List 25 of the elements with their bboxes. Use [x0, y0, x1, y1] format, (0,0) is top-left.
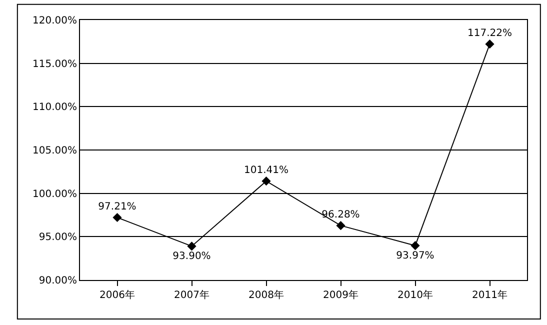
- x-tick-label: 2009年: [323, 289, 358, 301]
- y-tick-label: 90.00%: [38, 276, 77, 286]
- point: [336, 221, 346, 230]
- point: [187, 242, 196, 251]
- point: [262, 176, 271, 186]
- y-tick-label: 110.00%: [32, 102, 77, 114]
- data-label: 101.41%: [244, 165, 288, 176]
- data-label: 117.22%: [468, 28, 512, 40]
- y-tick-label: 105.00%: [32, 146, 77, 156]
- y-tick-label: 100.00%: [32, 188, 77, 200]
- x-tick-label: 2008年: [248, 289, 284, 301]
- point: [410, 241, 420, 250]
- y-tick-label: 115.00%: [32, 58, 77, 70]
- data-label: 97.21%: [98, 202, 136, 213]
- x-tick-label: 2011年: [472, 289, 508, 301]
- point: [112, 212, 122, 222]
- x-tick-label: 2010年: [398, 289, 433, 301]
- data-label: 93.97%: [396, 250, 434, 262]
- point: [485, 40, 494, 49]
- data-label: 96.28%: [322, 210, 360, 221]
- data-label: 93.90%: [172, 251, 211, 262]
- y-tick-label: 120.00%: [32, 16, 77, 26]
- x-tick-label: 2006年: [100, 289, 135, 301]
- y-tick-label: 95.00%: [38, 232, 77, 244]
- x-tick-label: 2007年: [174, 289, 210, 301]
